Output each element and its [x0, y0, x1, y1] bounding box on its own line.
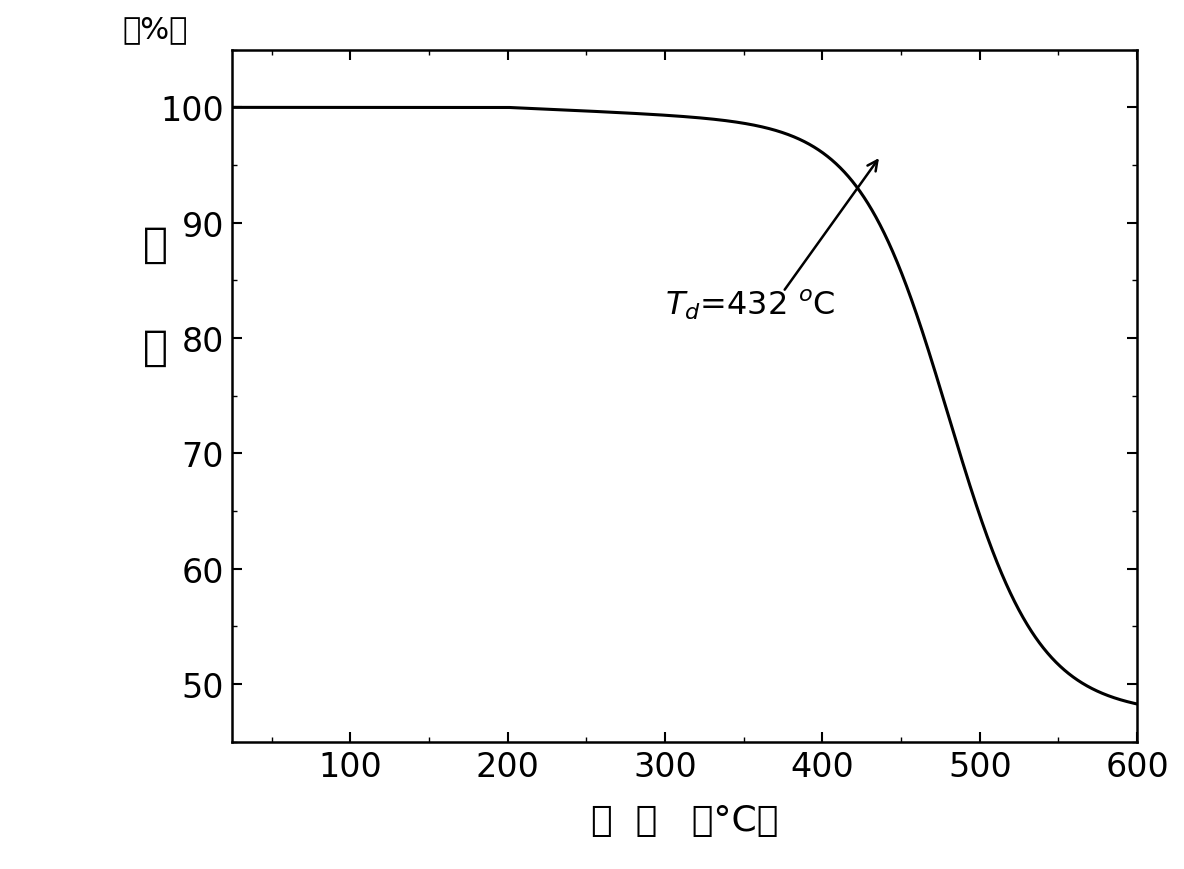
- Text: $T_d$=432 $^o$C: $T_d$=432 $^o$C: [665, 287, 835, 322]
- Text: 失: 失: [143, 223, 168, 265]
- X-axis label: 温  度   （°C）: 温 度 （°C）: [591, 803, 778, 837]
- Text: （%）: （%）: [123, 15, 188, 43]
- Text: 重: 重: [143, 327, 168, 368]
